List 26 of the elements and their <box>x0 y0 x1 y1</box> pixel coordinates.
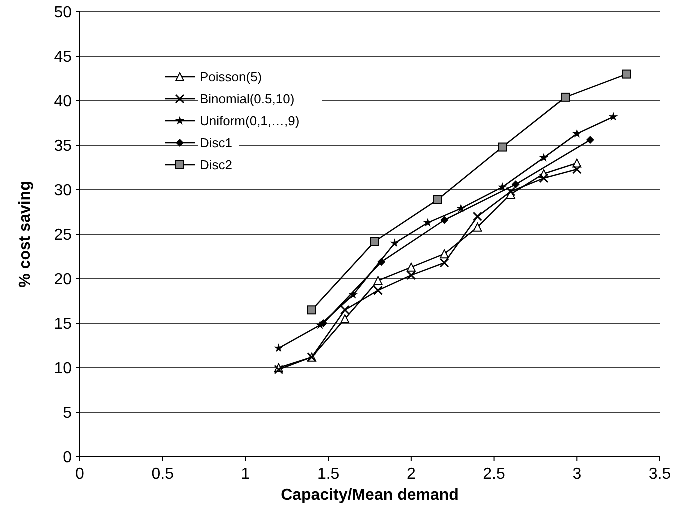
x-tick-label: 3.5 <box>648 466 672 483</box>
y-tick-label: 5 <box>63 405 72 422</box>
y-tick-label: 0 <box>63 450 72 467</box>
x-tick-label: 3 <box>572 466 582 483</box>
y-tick-label: 45 <box>54 49 72 66</box>
x-tick-label: 2.5 <box>483 466 506 483</box>
y-tick-label: 35 <box>54 138 72 156</box>
x-tick-label: 1 <box>241 466 250 483</box>
x-axis-title: Capacity/Mean demand <box>281 487 459 504</box>
legend-label: Poisson(5) <box>200 70 262 85</box>
legend-label: Binomial(0.5,10) <box>200 92 295 107</box>
y-tick-label: 25 <box>54 227 72 244</box>
x-tick-label: 0.5 <box>152 466 174 483</box>
legend-label: Disc2 <box>200 158 233 173</box>
y-tick-label: 15 <box>54 316 72 334</box>
x-tick-label: 0 <box>76 466 85 483</box>
legend-label: Uniform(0,1,…,9) <box>200 114 300 129</box>
x-tick-label: 2 <box>406 466 416 483</box>
y-axis-title: % cost saving <box>17 181 34 288</box>
y-tick-label: 50 <box>54 4 72 22</box>
y-tick-label: 30 <box>54 182 72 200</box>
y-tick-label: 40 <box>54 94 72 111</box>
x-tick-label: 1.5 <box>317 466 340 483</box>
legend-label: Disc1 <box>200 136 233 151</box>
y-tick-label: 10 <box>54 360 72 378</box>
y-tick-label: 20 <box>54 272 72 289</box>
